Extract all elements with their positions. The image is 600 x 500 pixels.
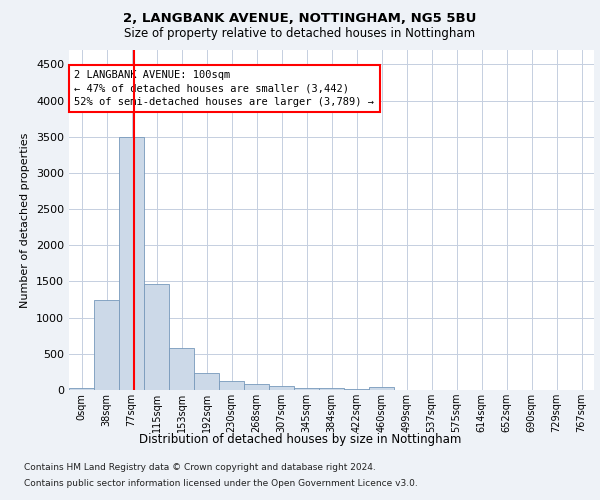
Bar	[69, 388, 94, 390]
Text: 2 LANGBANK AVENUE: 100sqm
← 47% of detached houses are smaller (3,442)
52% of se: 2 LANGBANK AVENUE: 100sqm ← 47% of detac…	[74, 70, 374, 106]
Text: Size of property relative to detached houses in Nottingham: Size of property relative to detached ho…	[124, 28, 476, 40]
Bar	[169, 348, 194, 390]
Bar	[319, 388, 344, 390]
Bar	[94, 300, 119, 390]
Bar	[194, 373, 219, 390]
Text: 2, LANGBANK AVENUE, NOTTINGHAM, NG5 5BU: 2, LANGBANK AVENUE, NOTTINGHAM, NG5 5BU	[124, 12, 476, 26]
Bar	[144, 284, 169, 390]
Bar	[294, 388, 319, 390]
Bar	[219, 381, 244, 390]
Bar	[344, 388, 369, 390]
Text: Contains public sector information licensed under the Open Government Licence v3: Contains public sector information licen…	[24, 478, 418, 488]
Bar	[244, 384, 269, 390]
Bar	[269, 386, 294, 390]
Text: Distribution of detached houses by size in Nottingham: Distribution of detached houses by size …	[139, 432, 461, 446]
Bar	[119, 137, 144, 390]
Bar	[369, 387, 394, 390]
Y-axis label: Number of detached properties: Number of detached properties	[20, 132, 31, 308]
Text: Contains HM Land Registry data © Crown copyright and database right 2024.: Contains HM Land Registry data © Crown c…	[24, 464, 376, 472]
